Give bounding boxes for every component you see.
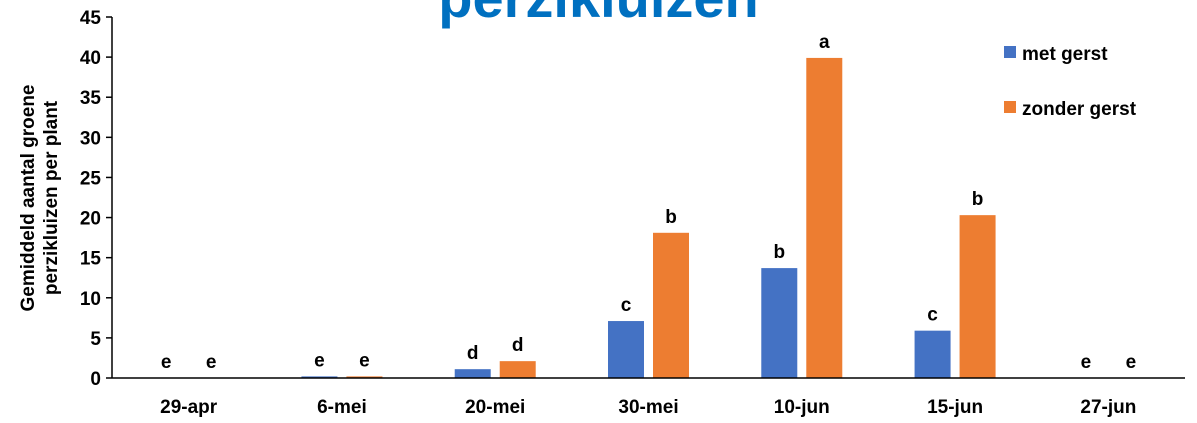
x-tick-label-6-mei: 6-mei bbox=[317, 397, 367, 418]
legend: met gerst zonder gerst bbox=[1004, 44, 1137, 120]
bar-met-gerst-6-mei bbox=[301, 376, 338, 378]
significance-letter: e bbox=[1081, 352, 1092, 373]
y-tick-label: 25 bbox=[80, 168, 102, 189]
significance-letter: b bbox=[972, 189, 984, 210]
x-axis-categories: 29-apr 6-mei 20-mei 30-mei 10-jun 15-jun 27-ju… bbox=[160, 397, 1136, 418]
bar-zonder-gerst-10-jun bbox=[806, 57, 843, 379]
y-axis-label: Gemiddeld aantal groene perzikluizen per… bbox=[18, 85, 62, 312]
legend-swatch-met-gerst bbox=[1004, 46, 1016, 58]
bar-zonder-gerst-30-mei bbox=[653, 232, 689, 378]
significance-letter: b bbox=[665, 207, 677, 228]
y-axis-ticks: 0 5 10 15 20 25 30 35 40 45 bbox=[80, 8, 112, 390]
significance-letter: b bbox=[773, 242, 785, 263]
x-tick-label-20-mei: 20-mei bbox=[465, 397, 525, 418]
y-tick-label: 45 bbox=[80, 8, 102, 29]
significance-letter: e bbox=[359, 350, 370, 371]
significance-letter: a bbox=[819, 32, 830, 53]
significance-letter: e bbox=[161, 352, 172, 373]
bar-met-gerst-15-jun bbox=[914, 330, 951, 378]
y-axis-label-line-1: Gemiddeld aantal groene bbox=[18, 85, 39, 312]
significance-letters: e e e e d d c b b a c b e e bbox=[161, 32, 1136, 373]
chart-title-fragment: perzikluizen bbox=[0, 0, 1197, 28]
bar-met-gerst-30-mei bbox=[608, 321, 644, 378]
y-tick-label: 15 bbox=[80, 249, 102, 270]
significance-letter: e bbox=[206, 352, 217, 373]
y-tick-label: 0 bbox=[90, 369, 101, 390]
y-tick-label: 40 bbox=[80, 48, 101, 69]
bar-zonder-gerst-20-mei bbox=[499, 361, 536, 378]
x-tick-label-29-apr: 29-apr bbox=[160, 397, 218, 418]
significance-letter: e bbox=[1126, 352, 1137, 373]
legend-label-zonder-gerst: zonder gerst bbox=[1022, 99, 1137, 120]
significance-letter: d bbox=[512, 335, 524, 356]
significance-letter: c bbox=[927, 305, 938, 326]
significance-letter: c bbox=[621, 295, 632, 316]
significance-letter: e bbox=[314, 350, 325, 371]
bar-zonder-gerst-6-mei bbox=[346, 376, 383, 378]
legend-swatch-zonder-gerst bbox=[1004, 101, 1016, 113]
x-tick-label-30-mei: 30-mei bbox=[618, 397, 678, 418]
bar-met-gerst-20-mei bbox=[454, 369, 491, 378]
legend-label-met-gerst: met gerst bbox=[1022, 44, 1108, 65]
bar-zonder-gerst-15-jun bbox=[959, 215, 996, 378]
y-tick-label: 5 bbox=[90, 329, 101, 350]
bar-met-gerst-10-jun bbox=[761, 268, 798, 378]
y-axis-label-line-2: perzikluizen per plant bbox=[41, 100, 62, 295]
y-tick-label: 20 bbox=[80, 209, 101, 230]
x-tick-label-15-jun: 15-jun bbox=[927, 397, 983, 418]
y-tick-label: 35 bbox=[80, 88, 102, 109]
bars bbox=[301, 57, 996, 379]
significance-letter: d bbox=[467, 343, 479, 364]
y-tick-label: 30 bbox=[80, 128, 101, 149]
x-tick-label-27-jun: 27-jun bbox=[1080, 397, 1136, 418]
y-tick-label: 10 bbox=[80, 289, 101, 310]
x-tick-label-10-jun: 10-jun bbox=[774, 397, 830, 418]
